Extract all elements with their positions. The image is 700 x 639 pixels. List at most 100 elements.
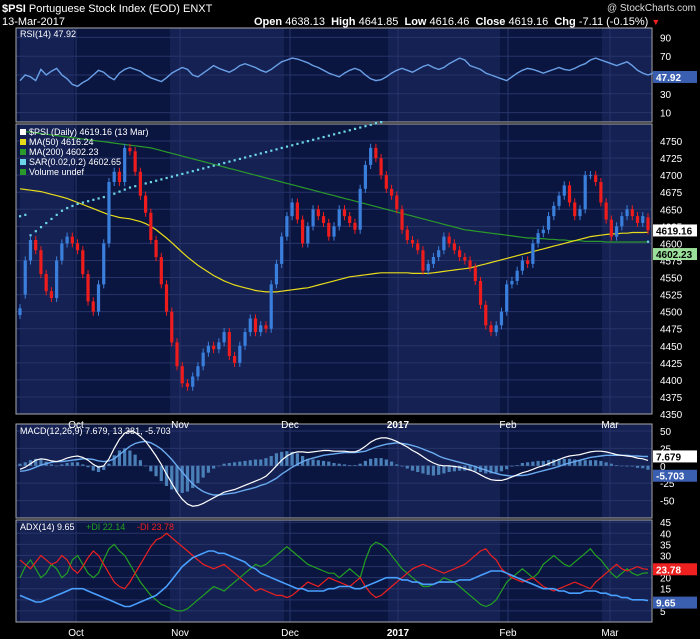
- x-tick-label: Oct: [68, 420, 84, 431]
- candle-body: [248, 318, 252, 333]
- candle-body: [138, 171, 142, 196]
- y-tick-label: 4675: [660, 188, 683, 199]
- candle-body: [410, 240, 415, 244]
- macd-hist-bar: [452, 465, 456, 472]
- candle-body: [615, 226, 619, 237]
- panel-border: [15, 27, 653, 123]
- sar-dot: [312, 138, 315, 141]
- rsi-line: [19, 57, 669, 88]
- x-tick-label: Mar: [601, 628, 619, 639]
- candle-body: [473, 267, 477, 281]
- candle-body: [327, 222, 331, 237]
- macd-hist-bar: [259, 459, 263, 466]
- candle-body: [552, 205, 556, 217]
- legend-swatch: [20, 149, 26, 155]
- legend-swatch: [20, 139, 26, 145]
- macd-hist-bar: [128, 450, 132, 466]
- x-tick-label: Nov: [171, 420, 189, 431]
- rsi-last-label-tag: [653, 70, 697, 83]
- macd-hist-bar: [206, 465, 210, 473]
- x-tick-label: Feb: [499, 420, 517, 431]
- sar-dot: [353, 127, 357, 130]
- macd-hist-bar: [123, 448, 127, 466]
- sar-dot: [160, 178, 163, 181]
- macd-hist-bar: [81, 464, 85, 466]
- candle-body: [290, 202, 294, 217]
- y-tick-label: 50: [660, 427, 672, 438]
- index-name: Portuguese Stock Index (EOD): [28, 3, 180, 15]
- candle-body: [212, 345, 216, 350]
- macd-hist-bar: [541, 460, 545, 466]
- macd-hist-bar: [164, 465, 169, 486]
- y-tick-label: 4700: [660, 171, 683, 182]
- price-panel: 4750472547004675465046254600457545504525…: [15, 120, 697, 421]
- sar-dot: [254, 153, 257, 156]
- sar-dot: [202, 167, 205, 170]
- y-tick-label: 10: [660, 109, 672, 120]
- macd-hist-bar: [280, 451, 284, 466]
- y-tick-label: 30: [660, 90, 672, 101]
- macd-hist-bar: [117, 450, 122, 466]
- candle-body: [34, 240, 38, 251]
- macd-hist-bar: [604, 462, 608, 466]
- sar-dot: [285, 145, 289, 148]
- sar-dot: [165, 176, 168, 180]
- x-tick-label: Nov: [171, 628, 189, 639]
- y-tick-label: 25: [660, 444, 672, 455]
- macd-hist-bar: [269, 456, 273, 466]
- y-tick-label: 4450: [660, 342, 683, 353]
- sar-dot: [87, 200, 90, 203]
- y-tick-label: 40: [660, 529, 672, 540]
- candle-body: [421, 250, 425, 271]
- sar-dot: [29, 234, 32, 237]
- sar-dot: [186, 171, 189, 174]
- high-value: 4641.85: [358, 16, 399, 28]
- sar-dot: [228, 160, 231, 163]
- candle-body: [400, 209, 404, 230]
- sar-dot: [181, 172, 184, 176]
- macd-hist-bar: [311, 459, 315, 466]
- x-tick-label: 2017: [387, 420, 410, 431]
- macd-hist-bar: [395, 464, 399, 466]
- macd-hist-bar: [191, 465, 195, 489]
- candle-body: [358, 188, 362, 230]
- adx-last-label: 9.65: [656, 599, 676, 610]
- price-legend-entry: MA(50) 4616.24: [29, 137, 94, 147]
- macd-hist-bar: [646, 465, 650, 470]
- adx-legend-entry: ADX(14) 9.65: [20, 522, 75, 532]
- macd-hist-bar: [75, 462, 80, 466]
- low-value: 4616.46: [429, 16, 470, 28]
- sar-dot: [39, 226, 43, 229]
- sar-dot: [249, 155, 252, 158]
- candle-body: [49, 291, 53, 298]
- exchange: ENXT: [183, 3, 213, 15]
- x-tick-label: Mar: [601, 420, 619, 431]
- macd-hist-bar: [353, 465, 357, 466]
- sar-dot: [170, 175, 173, 178]
- macd-legend: MACD(12,26,9) 7.679, 13.381, -5.703: [20, 426, 171, 436]
- sar-dot: [647, 240, 650, 243]
- candle-body: [301, 219, 305, 244]
- macd-hist-bar: [405, 465, 409, 469]
- month-band: [388, 124, 500, 414]
- candle-body: [269, 284, 273, 329]
- open-value: 4638.13: [285, 16, 325, 28]
- price-legend-entry: $PSI (Daily) 4619.16 (13 Mar): [29, 127, 149, 137]
- sar-dot: [81, 201, 84, 204]
- macd-hist-bar: [594, 460, 598, 466]
- sar-dot: [280, 146, 283, 150]
- ma200-last-label: 4602.23: [656, 250, 693, 261]
- candle-body: [458, 250, 462, 258]
- candle-body: [107, 182, 111, 244]
- sar-dot: [306, 140, 310, 143]
- macd-hist-bar: [159, 465, 163, 482]
- candle-body: [117, 171, 122, 182]
- hist-last-label-tag: [653, 469, 697, 482]
- macd-hist-bar: [447, 465, 451, 473]
- macd-hist-bar: [133, 454, 137, 466]
- macd-hist-bar: [520, 462, 524, 466]
- macd-last-label-tag: [653, 450, 697, 463]
- macd-hist-bar: [526, 462, 530, 466]
